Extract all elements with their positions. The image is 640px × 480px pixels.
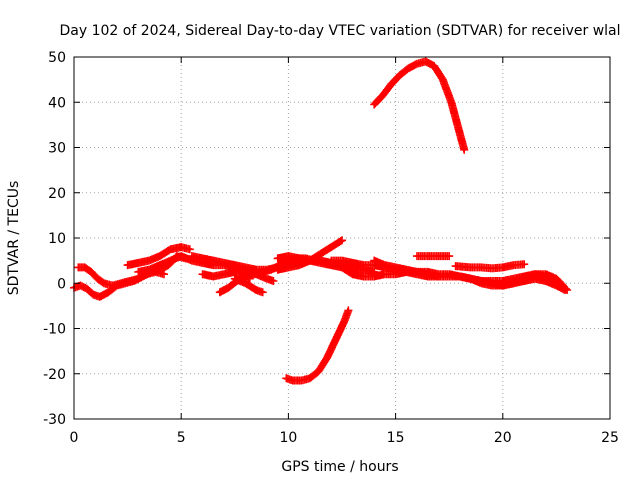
x-tick-label: 10 <box>279 430 297 446</box>
data-point <box>338 236 346 245</box>
y-axis-label: SDTVAR / TECUs <box>6 181 22 296</box>
data-point <box>520 260 529 269</box>
series-arc-9 <box>273 236 346 274</box>
data-point <box>460 145 469 154</box>
y-tick-label: 30 <box>48 141 66 157</box>
data-point <box>269 277 278 285</box>
y-tick-label: 10 <box>48 231 66 247</box>
series-arc-16 <box>282 306 353 385</box>
series-arc-15 <box>455 270 572 294</box>
data-point <box>344 306 353 315</box>
data-points <box>70 57 572 385</box>
y-tick-label: 50 <box>48 50 66 66</box>
axis-ticks: 0 5 10 15 20 25 -30 -20 -10 0 10 20 30 40 50 <box>43 50 619 446</box>
y-tick-label: 20 <box>48 186 66 202</box>
data-point <box>185 245 194 254</box>
series-arc-14 <box>451 260 529 273</box>
series-arc-8 <box>230 274 267 297</box>
x-tick-label: 15 <box>387 430 405 446</box>
chart-title: Day 102 of 2024, Sidereal Day-to-day VTE… <box>59 23 620 39</box>
series-arc-3 <box>123 243 194 270</box>
x-tick-label: 5 <box>177 430 186 446</box>
series-arc-13 <box>413 252 454 261</box>
y-tick-label: 0 <box>57 276 66 292</box>
x-axis-label: GPS time / hours <box>281 459 398 475</box>
series-arc-17 <box>370 57 469 154</box>
x-tick-label: 20 <box>494 430 512 446</box>
y-tick-label: 40 <box>48 95 66 111</box>
data-point <box>445 252 454 261</box>
data-point <box>561 284 570 293</box>
y-tick-label: -30 <box>43 412 66 428</box>
data-point <box>258 288 267 297</box>
y-tick-label: -10 <box>43 322 66 338</box>
data-point <box>563 286 572 294</box>
data-point <box>160 270 168 279</box>
y-tick-label: -20 <box>43 367 66 383</box>
x-tick-label: 25 <box>601 430 619 446</box>
x-tick-label: 0 <box>70 430 79 446</box>
